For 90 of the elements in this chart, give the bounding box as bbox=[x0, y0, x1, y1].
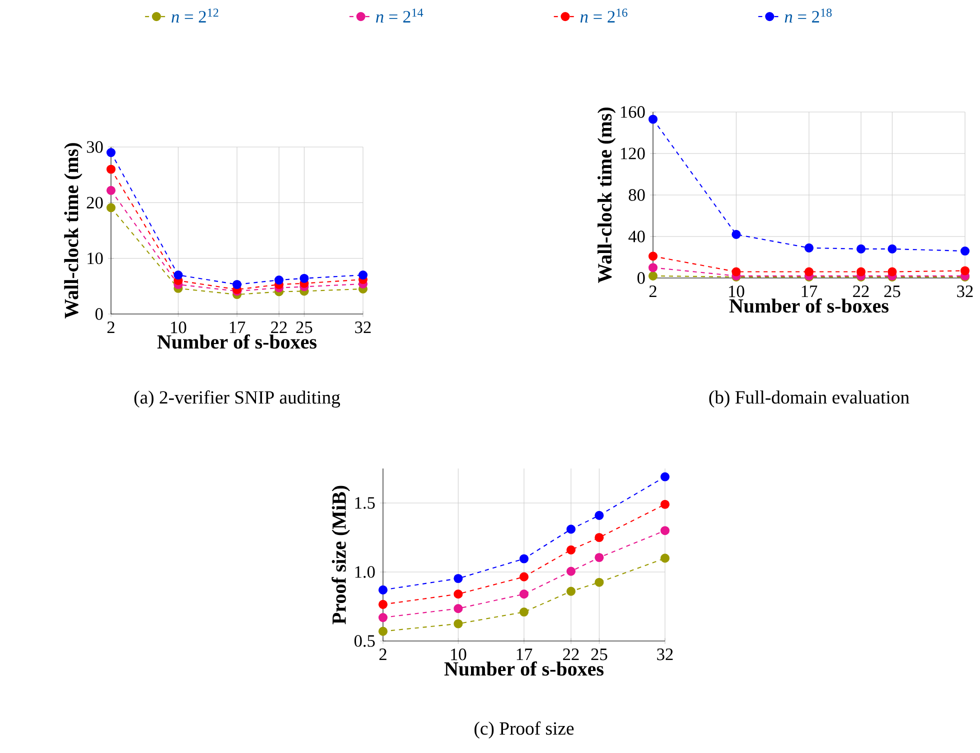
point bbox=[106, 164, 116, 174]
point bbox=[566, 545, 576, 554]
point bbox=[454, 604, 463, 614]
x-tick-label: 10 bbox=[729, 286, 744, 298]
point bbox=[732, 230, 741, 239]
point bbox=[660, 500, 670, 509]
point bbox=[232, 280, 242, 290]
text: (b) Full-domain evaluation bbox=[709, 390, 910, 408]
point bbox=[566, 524, 576, 534]
x-tick-label: 17 bbox=[230, 322, 246, 333]
x-tick-label: 2 bbox=[649, 286, 656, 298]
point bbox=[594, 552, 604, 562]
point bbox=[888, 267, 897, 276]
x-axis-title: Number of s-boxes bbox=[444, 661, 604, 676]
point bbox=[454, 619, 463, 628]
point bbox=[594, 578, 604, 587]
y-tick-label: 120 bbox=[620, 148, 645, 160]
x-tick-label: 32 bbox=[957, 286, 973, 298]
x-tick-label: 25 bbox=[296, 322, 312, 334]
point bbox=[804, 267, 814, 276]
x-tick-label: 10 bbox=[451, 648, 466, 660]
point bbox=[106, 186, 116, 195]
point bbox=[594, 532, 604, 542]
legend-label: n = 2$^{14}$ bbox=[376, 8, 424, 22]
x-tick-label: 32 bbox=[355, 322, 371, 334]
point bbox=[594, 510, 604, 520]
legend-label: n = 2$^{12}$ bbox=[172, 8, 218, 22]
point bbox=[960, 246, 970, 256]
y-tick-label: 80 bbox=[628, 189, 645, 201]
y-tick-label: 160 bbox=[620, 106, 645, 118]
x-tick-label: 22 bbox=[271, 322, 287, 334]
legend-label: n = 2$^{18}$ bbox=[784, 8, 832, 22]
point bbox=[519, 607, 529, 617]
point bbox=[358, 270, 368, 280]
point bbox=[454, 574, 463, 584]
x-tick-label: 2 bbox=[379, 648, 386, 660]
point bbox=[454, 590, 463, 599]
point bbox=[378, 600, 388, 609]
x-tick-label: 10 bbox=[171, 322, 186, 334]
x-tick-label: 25 bbox=[884, 286, 900, 298]
point bbox=[106, 148, 116, 158]
y-tick-label: 0 bbox=[637, 272, 645, 284]
x-tick-label: 17 bbox=[516, 648, 532, 660]
x-tick-label: 22 bbox=[853, 286, 869, 298]
x-tick-label: 25 bbox=[591, 648, 608, 660]
y-tick-label: 1.5 bbox=[355, 497, 375, 509]
y-tick-label: 0.5 bbox=[354, 635, 375, 647]
y-tick-label: 20 bbox=[86, 196, 103, 209]
point bbox=[856, 267, 866, 276]
y-tick-label: 10 bbox=[88, 252, 103, 264]
point bbox=[648, 252, 658, 261]
point bbox=[660, 472, 670, 482]
x-tick-label: 2 bbox=[107, 322, 114, 334]
y-tick-label: 0 bbox=[95, 308, 103, 320]
point bbox=[519, 590, 529, 599]
point bbox=[856, 244, 866, 254]
point bbox=[106, 203, 116, 212]
point bbox=[660, 526, 670, 536]
point bbox=[648, 263, 658, 272]
point bbox=[519, 554, 529, 564]
point bbox=[274, 276, 284, 285]
y-axis-title: Proof size (MiB) bbox=[332, 486, 350, 624]
point bbox=[378, 626, 388, 636]
y-tick-label: 30 bbox=[86, 141, 103, 153]
point bbox=[648, 271, 658, 280]
y-tick-label: 40 bbox=[628, 230, 645, 242]
point bbox=[174, 270, 183, 280]
x-tick-label: 32 bbox=[657, 648, 673, 660]
point bbox=[888, 244, 897, 254]
y-axis-title: Wall-clock time (ms) bbox=[64, 143, 82, 319]
x-axis-title: Number of s-boxes bbox=[729, 298, 888, 313]
legend-label: n = 2$^{16}$ bbox=[580, 8, 628, 22]
x-tick-label: 17 bbox=[802, 286, 818, 297]
x-axis-title: Number of s-boxes bbox=[157, 334, 317, 349]
point bbox=[566, 566, 576, 576]
point bbox=[732, 267, 741, 276]
y-tick-label: 1.0 bbox=[355, 566, 375, 578]
x-tick-label: 22 bbox=[563, 648, 579, 660]
point bbox=[566, 586, 576, 596]
point bbox=[960, 266, 970, 276]
point bbox=[804, 243, 814, 252]
point bbox=[378, 585, 388, 594]
text: (c) Proof size bbox=[474, 721, 574, 739]
point bbox=[648, 114, 658, 124]
y-axis-title: Wall-clock time (ms) bbox=[598, 108, 616, 284]
point bbox=[300, 274, 309, 283]
point bbox=[378, 613, 388, 622]
point bbox=[660, 554, 670, 563]
point bbox=[519, 572, 529, 582]
text: (a) 2-verifier SNIP auditing bbox=[134, 390, 340, 408]
